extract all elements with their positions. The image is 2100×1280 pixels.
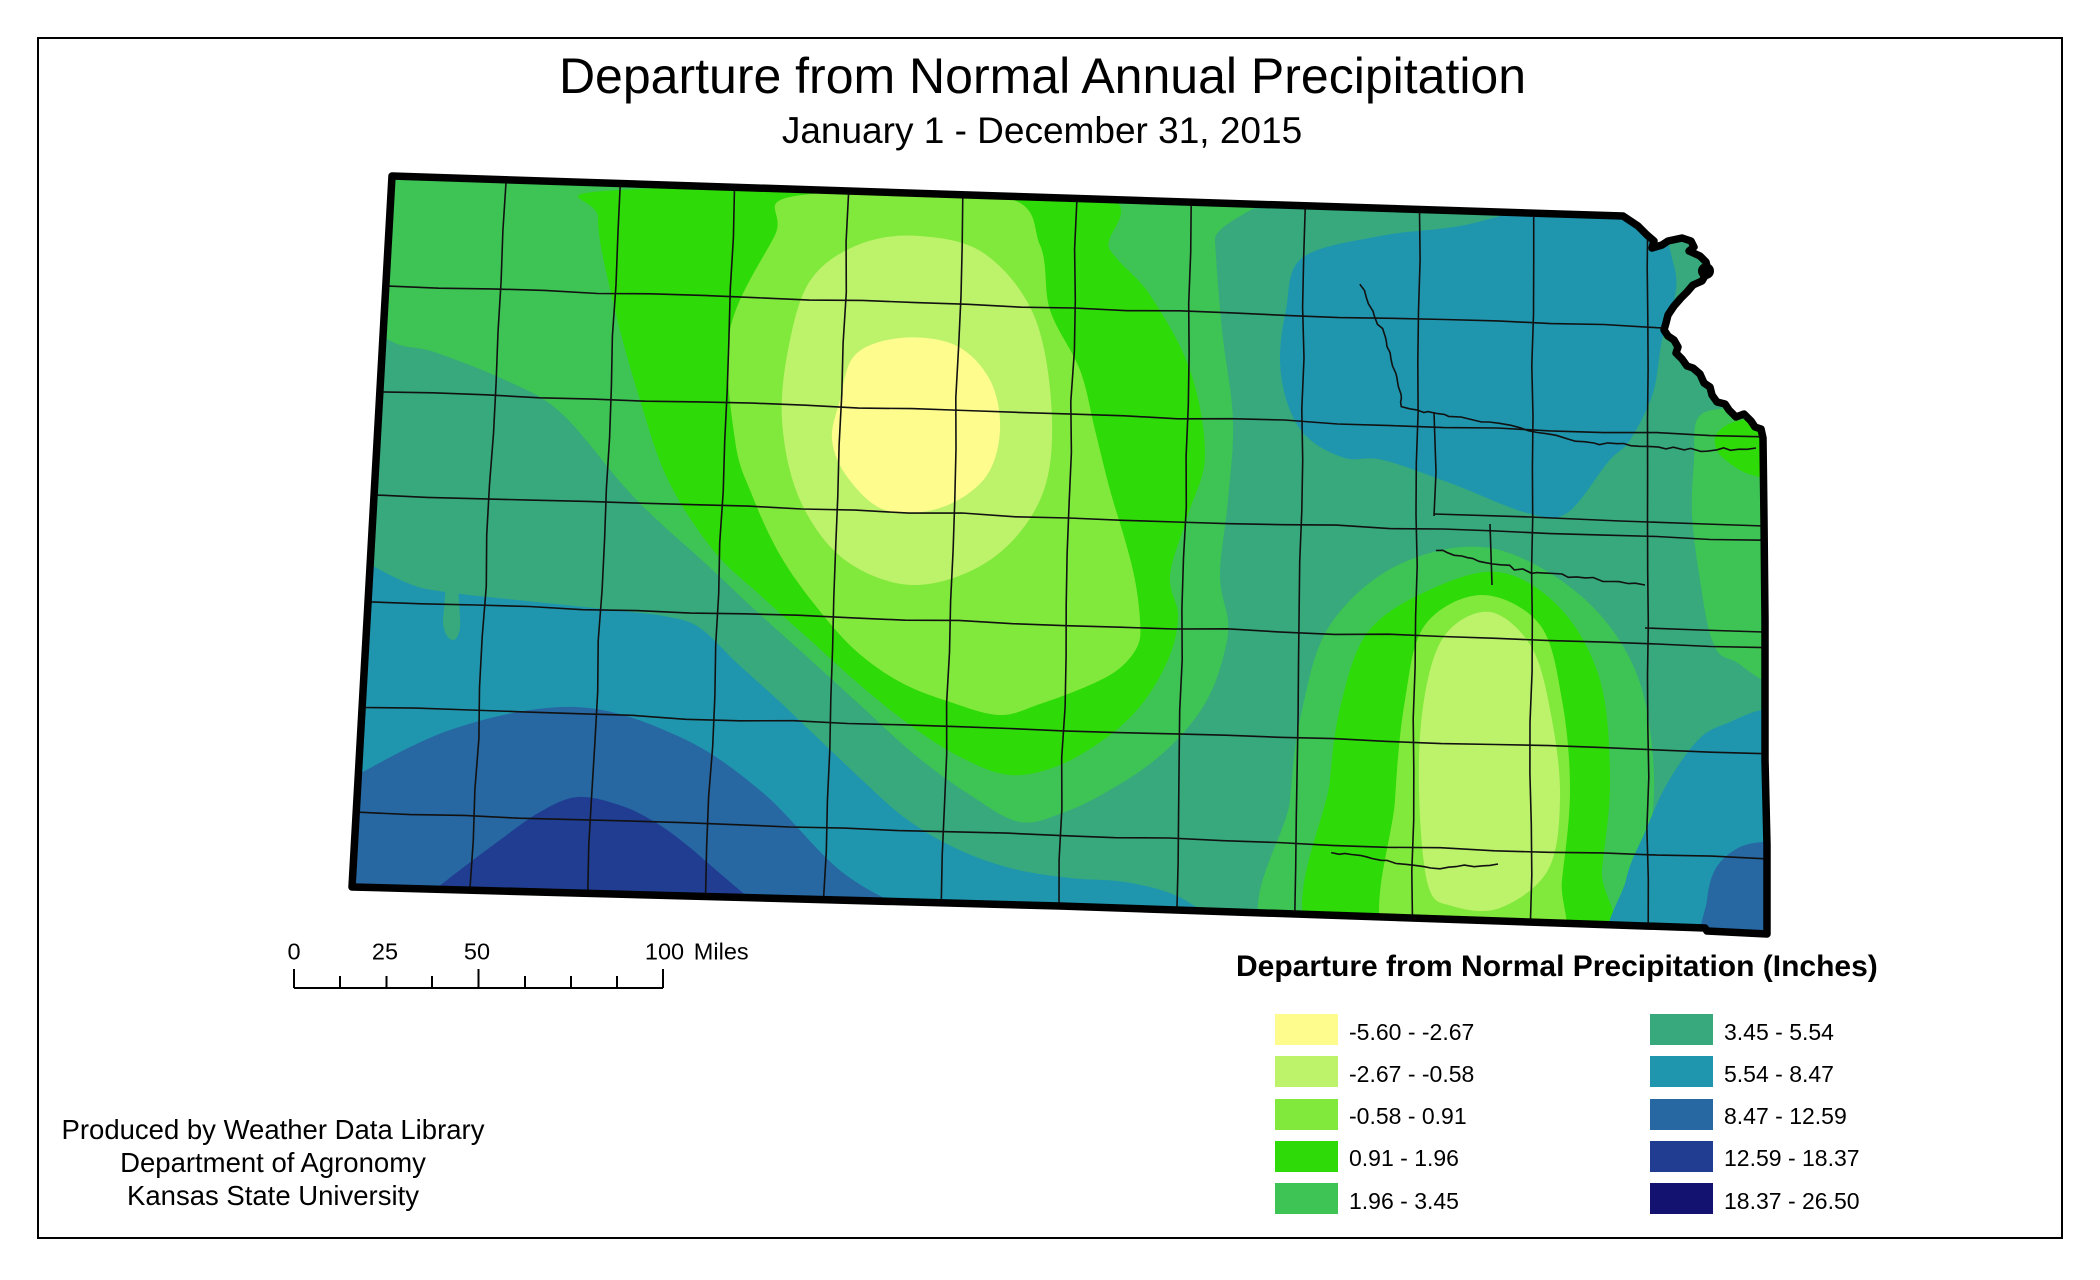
svg-text:25: 25 [372,939,398,965]
svg-text:Miles: Miles [694,939,749,965]
svg-text:50: 50 [464,939,490,965]
svg-text:100: 100 [645,939,684,965]
svg-text:0: 0 [287,939,300,965]
